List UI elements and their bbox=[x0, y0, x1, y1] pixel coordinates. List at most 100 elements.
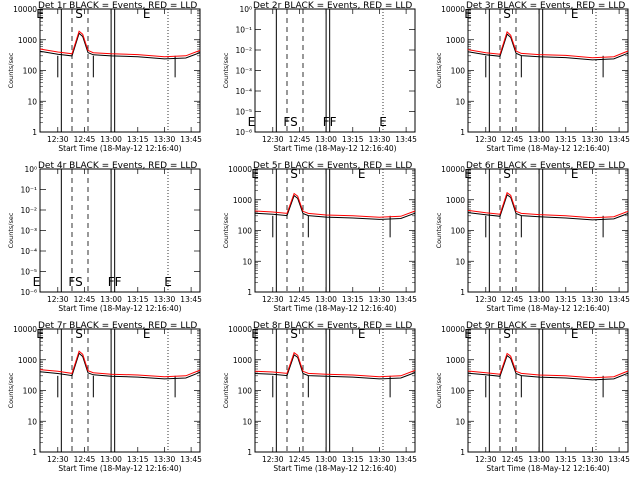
x-tick-label: 12:45 bbox=[74, 455, 96, 464]
panel-title: Det 2r BLACK = Events, RED = LLD bbox=[253, 1, 412, 11]
marker-label: S bbox=[290, 167, 298, 181]
y-axis-label: Counts/sec bbox=[435, 372, 443, 408]
panel-det-4: Det 4r BLACK = Events, RED = LLD 10⁻⁶ 10⁻⁵… bbox=[7, 161, 202, 313]
x-axis-label: Start Time (18-May-12 12:16:40) bbox=[486, 304, 609, 313]
x-tick-label: 13:15 bbox=[555, 295, 577, 304]
marker-label: S bbox=[75, 327, 83, 341]
series-events-line bbox=[254, 353, 416, 380]
marker-label: E bbox=[464, 167, 472, 181]
y-tick-label: 1 bbox=[460, 288, 465, 297]
x-tick-label: 13:00 bbox=[528, 455, 550, 464]
marker-label: FF bbox=[108, 275, 122, 289]
x-tick-label: 12:45 bbox=[289, 135, 311, 144]
y-tick-label: 10000 bbox=[13, 325, 37, 334]
marker-label: S bbox=[503, 327, 511, 341]
plot-frame bbox=[39, 8, 201, 133]
y-tick-label: 100 bbox=[451, 67, 466, 76]
x-tick-label: 12:30 bbox=[47, 455, 69, 464]
plot-frame bbox=[39, 328, 201, 453]
panel-title: Det 3r BLACK = Events, RED = LLD bbox=[466, 1, 625, 11]
y-tick-label: 1000 bbox=[233, 196, 252, 205]
marker-label: E bbox=[358, 167, 366, 181]
x-tick-label: 12:45 bbox=[502, 455, 524, 464]
x-tick-label: 13:45 bbox=[180, 135, 202, 144]
panel-title: Det 7r BLACK = Events, RED = LLD bbox=[38, 321, 197, 331]
panel-det-9: Det 9r BLACK = Events, RED = LLD 1 10 100 10… bbox=[435, 321, 630, 473]
x-tick-label: 12:45 bbox=[74, 135, 96, 144]
y-tick-label: 10⁻³ bbox=[235, 67, 252, 76]
x-axis-label: Start Time (18-May-12 12:16:40) bbox=[486, 464, 609, 473]
marker-label: E bbox=[143, 327, 151, 341]
x-tick-label: 12:30 bbox=[47, 295, 69, 304]
y-tick-label: 10000 bbox=[228, 165, 252, 174]
y-tick-label: 10 bbox=[455, 417, 465, 426]
x-tick-label: 12:30 bbox=[262, 295, 284, 304]
y-tick-label: 1000 bbox=[18, 36, 37, 45]
y-tick-label: 100 bbox=[451, 387, 466, 396]
series-lld-line bbox=[254, 192, 416, 218]
marker-label: S bbox=[290, 327, 298, 341]
y-tick-label: 10000 bbox=[441, 5, 465, 14]
marker-label: E bbox=[571, 7, 579, 21]
x-tick-label: 13:30 bbox=[369, 295, 391, 304]
y-tick-label: 1000 bbox=[233, 356, 252, 365]
x-tick-label: 12:45 bbox=[74, 295, 96, 304]
x-tick-label: 13:15 bbox=[127, 455, 149, 464]
x-tick-label: 13:00 bbox=[100, 455, 122, 464]
x-tick-label: 13:30 bbox=[154, 295, 176, 304]
x-tick-label: 12:30 bbox=[475, 135, 497, 144]
marker-label: S bbox=[503, 7, 511, 21]
x-tick-label: 13:15 bbox=[127, 135, 149, 144]
y-tick-label: 100 bbox=[23, 387, 38, 396]
marker-label: E bbox=[379, 115, 387, 129]
y-tick-label: 10⁰ bbox=[24, 165, 37, 174]
series-lld-line bbox=[39, 30, 201, 58]
y-tick-label: 1000 bbox=[446, 36, 465, 45]
plot-frame bbox=[467, 328, 629, 453]
y-axis-label: Counts/sec bbox=[7, 52, 15, 88]
series-events-line bbox=[467, 33, 629, 61]
x-axis-label: Start Time (18-May-12 12:16:40) bbox=[58, 304, 181, 313]
series-lld-line bbox=[467, 191, 629, 219]
y-axis-label: Counts/sec bbox=[7, 372, 15, 408]
marker-label: E bbox=[358, 327, 366, 341]
x-tick-label: 13:30 bbox=[582, 295, 604, 304]
x-tick-label: 13:00 bbox=[315, 135, 337, 144]
y-tick-label: 1 bbox=[32, 128, 37, 137]
plot-frame bbox=[254, 8, 416, 133]
marker-label: E bbox=[251, 327, 259, 341]
y-tick-label: 10 bbox=[455, 97, 465, 106]
panel-det-6: Det 6r BLACK = Events, RED = LLD 1 10 100 10… bbox=[435, 161, 630, 313]
y-tick-label: 100 bbox=[23, 67, 38, 76]
x-tick-label: 12:45 bbox=[502, 135, 524, 144]
plot-frame bbox=[467, 168, 629, 293]
y-tick-label: 10⁻² bbox=[235, 46, 252, 55]
x-tick-label: 13:15 bbox=[342, 295, 364, 304]
x-tick-label: 13:45 bbox=[395, 135, 417, 144]
y-axis-label: Counts/sec bbox=[222, 212, 230, 248]
series-events-line bbox=[467, 354, 629, 381]
x-tick-label: 13:00 bbox=[100, 295, 122, 304]
y-axis-label: Counts/sec bbox=[435, 52, 443, 88]
y-tick-label: 10⁻⁴ bbox=[20, 247, 37, 256]
series-events-line bbox=[254, 194, 416, 220]
x-tick-label: 13:30 bbox=[369, 135, 391, 144]
x-tick-label: 12:30 bbox=[475, 295, 497, 304]
plot-frame bbox=[39, 168, 201, 293]
panel-det-5: Det 5r BLACK = Events, RED = LLD 1 10 100 10… bbox=[222, 161, 417, 313]
marker-label: E bbox=[36, 327, 44, 341]
panel-det-7: Det 7r BLACK = Events, RED = LLD 1 10 100 10… bbox=[7, 321, 202, 473]
y-tick-label: 10 bbox=[27, 417, 37, 426]
series-lld-line bbox=[39, 350, 201, 378]
x-tick-label: 13:30 bbox=[582, 135, 604, 144]
x-tick-label: 13:45 bbox=[180, 295, 202, 304]
x-tick-label: 13:45 bbox=[608, 295, 630, 304]
x-tick-label: 13:15 bbox=[127, 295, 149, 304]
y-tick-label: 10⁰ bbox=[239, 5, 252, 14]
x-tick-label: 13:00 bbox=[100, 135, 122, 144]
y-tick-label: 100 bbox=[451, 227, 466, 236]
x-axis-label: Start Time (18-May-12 12:16:40) bbox=[58, 144, 181, 153]
x-tick-label: 13:15 bbox=[342, 455, 364, 464]
marker-label: E bbox=[143, 7, 151, 21]
